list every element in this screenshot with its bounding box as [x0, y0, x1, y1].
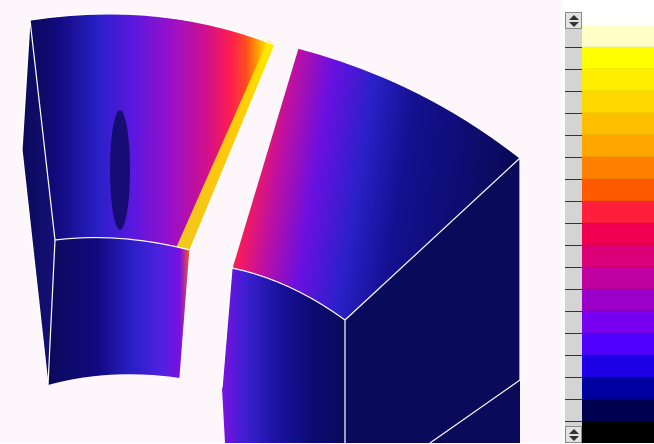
scale-tick	[565, 311, 582, 312]
right-block-side-face	[345, 158, 520, 443]
color-bar-swatch	[582, 201, 654, 223]
color-bar	[582, 25, 654, 443]
color-bar-swatch	[582, 355, 654, 377]
scale-tick	[565, 245, 582, 246]
field-scale-panel: 2 T 1 T 0 T	[563, 0, 654, 443]
scale-tick	[565, 223, 582, 224]
scale-tick	[565, 47, 582, 48]
left-block-front-face	[48, 237, 190, 385]
scale-tick	[565, 421, 582, 422]
color-bar-swatch	[582, 223, 654, 245]
scale-tick	[565, 267, 582, 268]
block-edges	[21, 13, 521, 443]
scale-tick	[565, 355, 582, 356]
spin-down-icon	[569, 436, 579, 441]
color-bar-swatch	[582, 47, 654, 69]
scale-tick	[565, 179, 582, 180]
color-bar-swatch	[582, 25, 654, 47]
scale-min-spinner[interactable]	[565, 426, 582, 443]
color-bar-swatch	[582, 311, 654, 333]
color-bar-swatch	[582, 91, 654, 113]
color-bar-swatch	[582, 289, 654, 311]
field-visualization-viewport[interactable]	[0, 0, 563, 443]
scale-tick	[565, 135, 582, 136]
scale-scrollbar[interactable]	[565, 12, 582, 443]
color-bar-swatch	[582, 333, 654, 355]
color-bar-swatch	[582, 399, 654, 421]
color-bar-swatch	[582, 267, 654, 289]
scale-tick	[565, 333, 582, 334]
scale-tick	[565, 69, 582, 70]
scale-tick	[565, 289, 582, 290]
left-block-side-face	[22, 20, 55, 385]
color-bar-swatch	[582, 157, 654, 179]
color-bar-swatch	[582, 377, 654, 399]
scale-tick	[565, 91, 582, 92]
left-block-low-field-region	[110, 110, 130, 230]
scale-tick	[565, 157, 582, 158]
magnet-field-plot	[21, 13, 521, 443]
scale-tick	[565, 377, 582, 378]
color-bar-swatch	[582, 69, 654, 91]
spin-down-icon	[569, 22, 579, 27]
right-block-front-face	[222, 268, 345, 443]
color-bar-swatch	[582, 179, 654, 201]
scale-max-spinner[interactable]	[565, 12, 582, 29]
color-bar-swatch	[582, 245, 654, 267]
color-bar-swatch	[582, 113, 654, 135]
color-bar-swatch	[582, 135, 654, 157]
left-block-hot-edge	[176, 40, 275, 250]
scale-tick	[565, 201, 582, 202]
color-bar-swatch	[582, 421, 654, 443]
right-block-top-face	[232, 48, 520, 320]
scale-tick	[565, 113, 582, 114]
spin-up-icon	[569, 15, 579, 20]
spin-up-icon	[569, 429, 579, 434]
scale-tick	[565, 399, 582, 400]
